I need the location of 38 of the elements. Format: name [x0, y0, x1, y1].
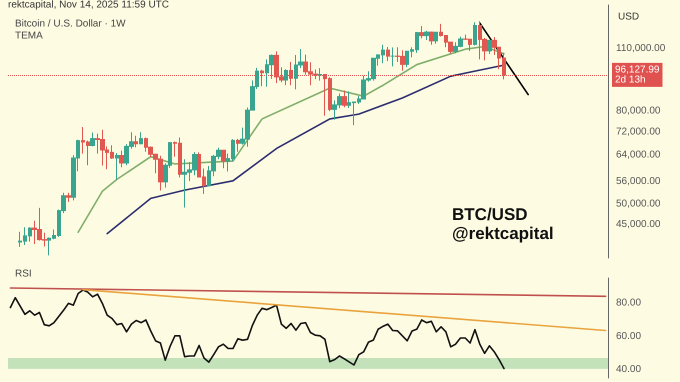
candlestick: [473, 22, 477, 46]
candlestick: [90, 132, 95, 147]
candlestick: [429, 30, 434, 46]
y-tick-label: 72,000.00: [616, 126, 661, 138]
y-tick-label: 45,000.00: [616, 219, 661, 230]
text: Bitcoin / U.S. Dollar · 1W: [15, 18, 126, 30]
chart-title: RSI: [15, 268, 32, 280]
annotation: rektcapital, Nov 14, 2025 11:59 UTC: [8, 0, 170, 10]
candlestick: [66, 192, 71, 202]
line-series: [10, 289, 505, 370]
annotation: BTC/USD: [452, 205, 528, 224]
text: TEMA: [15, 30, 44, 42]
candlestick: [390, 46, 395, 67]
ref-line-label: 96,127.99 2d 13h: [615, 64, 660, 86]
candlestick: [386, 46, 390, 62]
candlestick: [424, 30, 429, 41]
candlestick: [434, 32, 438, 44]
candlestick: [318, 68, 322, 82]
candlestick: [419, 25, 424, 39]
candlestick: [115, 152, 119, 180]
candlestick: [342, 90, 347, 108]
y-tick-label: 64,000.00: [616, 150, 661, 161]
annotation: @rektcapital: [452, 224, 554, 243]
y-tick-label: 60.00: [616, 330, 642, 342]
candlestick: [236, 138, 240, 152]
y-tick-label: 40.00: [616, 364, 642, 376]
candlestick: [221, 150, 226, 169]
candlestick: [134, 135, 138, 148]
candlestick: [119, 150, 124, 168]
y-tick-label: 50,000.00: [616, 198, 661, 210]
y-axis-title: USD: [618, 12, 640, 22]
candlestick: [139, 132, 143, 145]
y-tick-label: 56,000.00: [616, 176, 661, 187]
y-tick-label: 110,000.00: [616, 42, 666, 54]
candlestick: [487, 40, 492, 54]
y-tick-label: 80,000.00: [616, 106, 661, 117]
candlestick: [284, 68, 288, 86]
y-tick-label: 80.00: [616, 298, 642, 308]
